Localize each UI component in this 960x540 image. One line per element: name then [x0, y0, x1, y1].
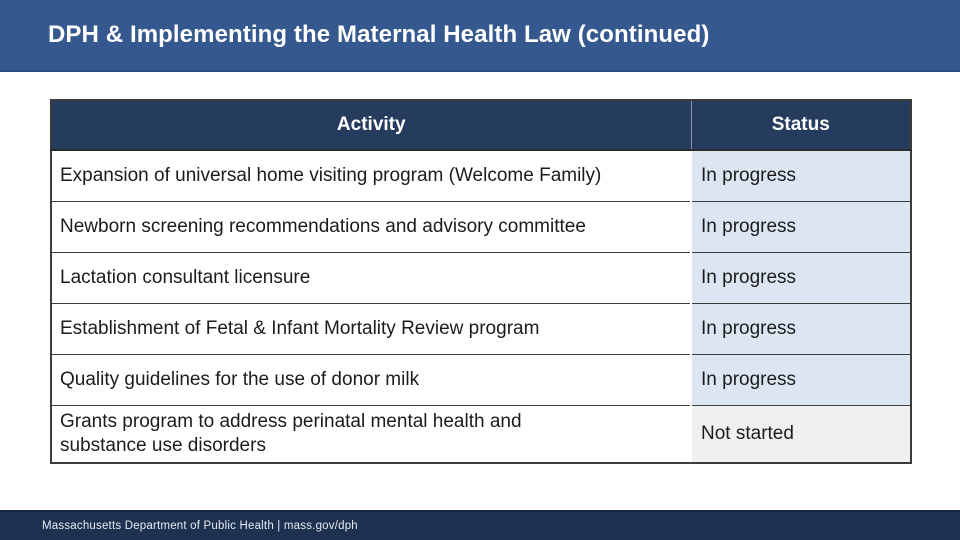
title-bar: DPH & Implementing the Maternal Health L… — [0, 0, 960, 72]
slide-title: DPH & Implementing the Maternal Health L… — [48, 21, 710, 48]
table-row: Expansion of universal home visiting pro… — [51, 150, 911, 202]
status-cell: In progress — [690, 201, 911, 253]
activity-column-header: Activity — [51, 99, 691, 151]
activity-status-table: Activity Status Expansion of universal h… — [50, 99, 912, 464]
table-row: Establishment of Fetal & Infant Mortalit… — [51, 303, 911, 355]
footer-text: Massachusetts Department of Public Healt… — [42, 520, 358, 532]
status-column-header: Status — [690, 99, 911, 151]
table-row: Lactation consultant licensure In progre… — [51, 252, 911, 304]
activity-cell: Establishment of Fetal & Infant Mortalit… — [51, 303, 691, 355]
footer-bar: Massachusetts Department of Public Healt… — [0, 510, 960, 540]
activity-cell: Expansion of universal home visiting pro… — [51, 150, 691, 202]
status-cell: In progress — [690, 303, 911, 355]
status-cell: Not started — [690, 405, 911, 464]
table-row: Quality guidelines for the use of donor … — [51, 354, 911, 406]
table-body: Expansion of universal home visiting pro… — [51, 150, 911, 464]
table-header-row: Activity Status — [51, 99, 911, 151]
status-cell: In progress — [690, 354, 911, 406]
table-row: Grants program to address perinatal ment… — [51, 405, 911, 464]
activity-cell: Newborn screening recommendations and ad… — [51, 201, 691, 253]
status-cell: In progress — [690, 150, 911, 202]
activity-cell: Grants program to address perinatal ment… — [51, 405, 691, 464]
status-cell: In progress — [690, 252, 911, 304]
table-row: Newborn screening recommendations and ad… — [51, 201, 911, 253]
activity-cell: Quality guidelines for the use of donor … — [51, 354, 691, 406]
activity-cell: Lactation consultant licensure — [51, 252, 691, 304]
